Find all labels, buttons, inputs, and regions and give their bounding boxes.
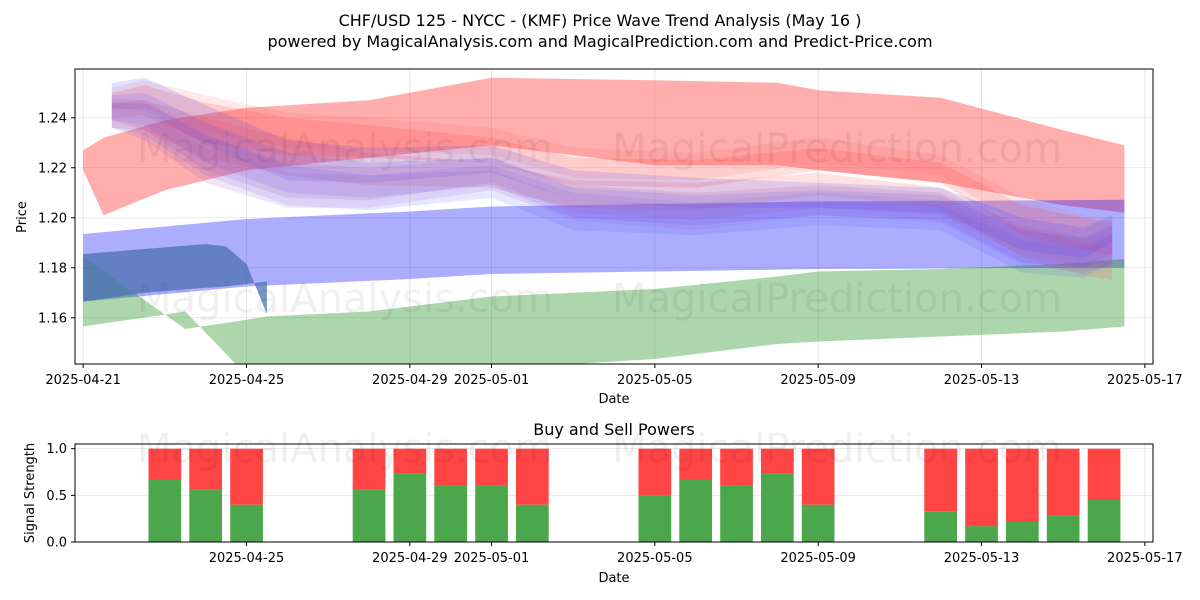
signal-x-tick-label: 2025-05-09 xyxy=(780,551,856,566)
signal-y-tick-label: 0.0 xyxy=(46,536,67,551)
buy-bar xyxy=(761,473,794,542)
price-wave-band xyxy=(111,92,1113,268)
price-y-axis: 1.16 1.18 1.20 1.22 1.24 xyxy=(38,111,75,326)
sell-bar xyxy=(393,448,427,474)
buy-bar xyxy=(679,479,712,542)
sell-bar xyxy=(965,448,998,527)
sell-bar xyxy=(924,448,957,512)
price-wave-band xyxy=(111,85,1113,256)
watermark-analysis: MagicalAnalysis.com xyxy=(137,126,553,172)
buy-bar xyxy=(924,511,957,542)
signal-x-tick-label: 2025-05-05 xyxy=(617,551,693,566)
price-wave-band xyxy=(111,97,1113,268)
buy-bar xyxy=(720,485,753,542)
price-x-tick-label: 2025-05-13 xyxy=(944,373,1020,388)
sell-bar xyxy=(1087,448,1121,500)
price-x-tick-label: 2025-05-01 xyxy=(454,373,530,388)
signal-x-tick-label: 2025-04-29 xyxy=(372,551,448,566)
price-wave-band xyxy=(111,100,1113,281)
sell-bar xyxy=(434,448,467,486)
buy-bar xyxy=(189,489,222,542)
signal-panel: Buy and Sell Powers MagicalAnalysis.com … xyxy=(23,420,1183,586)
price-panel: MagicalAnalysis.com MagicalPrediction.co… xyxy=(15,68,1183,407)
buy-bar xyxy=(352,489,386,542)
signal-x-tick-label: 2025-05-17 xyxy=(1107,551,1183,566)
signal-x-axis: 2025-04-25 2025-04-29 2025-05-01 2025-05-05… xyxy=(209,542,1183,566)
sell-bar xyxy=(352,448,386,490)
price-x-label: Date xyxy=(598,392,629,407)
price-y-tick-label: 1.20 xyxy=(38,211,67,226)
price-y-label: Price xyxy=(15,201,30,233)
price-y-tick-label: 1.24 xyxy=(38,111,67,126)
price-wave-band xyxy=(83,77,1125,216)
watermark-analysis-2: MagicalAnalysis.com xyxy=(137,276,553,322)
signal-y-axis: 0.0 0.5 1.0 xyxy=(46,442,75,551)
sell-bar xyxy=(761,448,794,474)
buy-bar xyxy=(1087,500,1121,542)
price-y-tick-label: 1.18 xyxy=(38,261,67,276)
price-plot-frame xyxy=(74,68,1154,365)
buy-bar xyxy=(393,473,427,542)
price-x-tick-label: 2025-04-29 xyxy=(372,373,448,388)
buy-bar xyxy=(434,485,467,542)
price-x-tick-label: 2025-05-05 xyxy=(617,373,693,388)
price-x-tick-label: 2025-04-25 xyxy=(209,373,285,388)
signal-x-tick-label: 2025-05-01 xyxy=(454,551,530,566)
sell-bar xyxy=(1006,448,1039,522)
price-bands xyxy=(83,77,1125,364)
price-x-axis: 2025-04-21 2025-04-25 2025-04-29 2025-05-01… xyxy=(45,364,1183,388)
sell-bar xyxy=(148,448,182,480)
sell-bar xyxy=(720,448,753,486)
price-wave-band xyxy=(111,80,1113,253)
buy-bar xyxy=(148,479,182,542)
price-wave-band xyxy=(111,105,1113,273)
buy-bar xyxy=(1006,521,1039,542)
sell-bar xyxy=(516,448,549,505)
chart-title: CHF/USD 125 - NYCC - (KMF) Price Wave Tr… xyxy=(339,11,862,30)
price-grid xyxy=(75,69,1153,364)
sell-bar xyxy=(189,448,222,490)
signal-x-label: Date xyxy=(598,571,629,586)
price-y-tick-label: 1.16 xyxy=(38,311,67,326)
signal-y-tick-label: 1.0 xyxy=(46,442,67,457)
sell-bar xyxy=(230,448,263,505)
sell-bar xyxy=(801,448,835,505)
sell-bar xyxy=(475,448,508,486)
signal-y-label: Signal Strength xyxy=(23,443,38,543)
buy-bar xyxy=(638,495,672,542)
buy-bar xyxy=(801,504,835,542)
watermark-analysis-3: MagicalAnalysis.com xyxy=(137,426,553,472)
signal-title: Buy and Sell Powers xyxy=(533,420,695,439)
price-wave-band xyxy=(111,102,1113,278)
price-wave-band xyxy=(83,199,1125,302)
buy-bar xyxy=(230,504,263,542)
price-x-tick-label: 2025-05-17 xyxy=(1107,373,1183,388)
price-x-tick-label: 2025-05-09 xyxy=(780,373,856,388)
watermark-prediction-2: MagicalPrediction.com xyxy=(612,276,1062,322)
signal-bars xyxy=(148,448,1121,542)
chart-subtitle: powered by MagicalAnalysis.com and Magic… xyxy=(267,32,932,51)
watermark-prediction-3: MagicalPrediction.com xyxy=(612,426,1062,472)
watermark-prediction: MagicalPrediction.com xyxy=(612,126,1062,172)
price-wave-band xyxy=(111,77,1113,258)
signal-x-tick-label: 2025-05-13 xyxy=(944,551,1020,566)
price-wave-band xyxy=(83,256,1125,364)
sell-bar xyxy=(679,448,712,480)
buy-bar xyxy=(965,526,998,542)
price-x-tick-label: 2025-04-21 xyxy=(45,373,121,388)
price-y-tick-label: 1.22 xyxy=(38,161,67,176)
sell-bar xyxy=(1046,448,1080,516)
signal-y-tick-label: 0.5 xyxy=(46,489,67,504)
buy-bar xyxy=(516,504,549,542)
buy-bar xyxy=(1046,515,1080,542)
sell-bar xyxy=(638,448,672,496)
signal-plot-frame xyxy=(74,443,1154,543)
price-wave-band xyxy=(83,244,267,314)
signal-x-tick-label: 2025-04-25 xyxy=(209,551,285,566)
buy-bar xyxy=(475,485,508,542)
